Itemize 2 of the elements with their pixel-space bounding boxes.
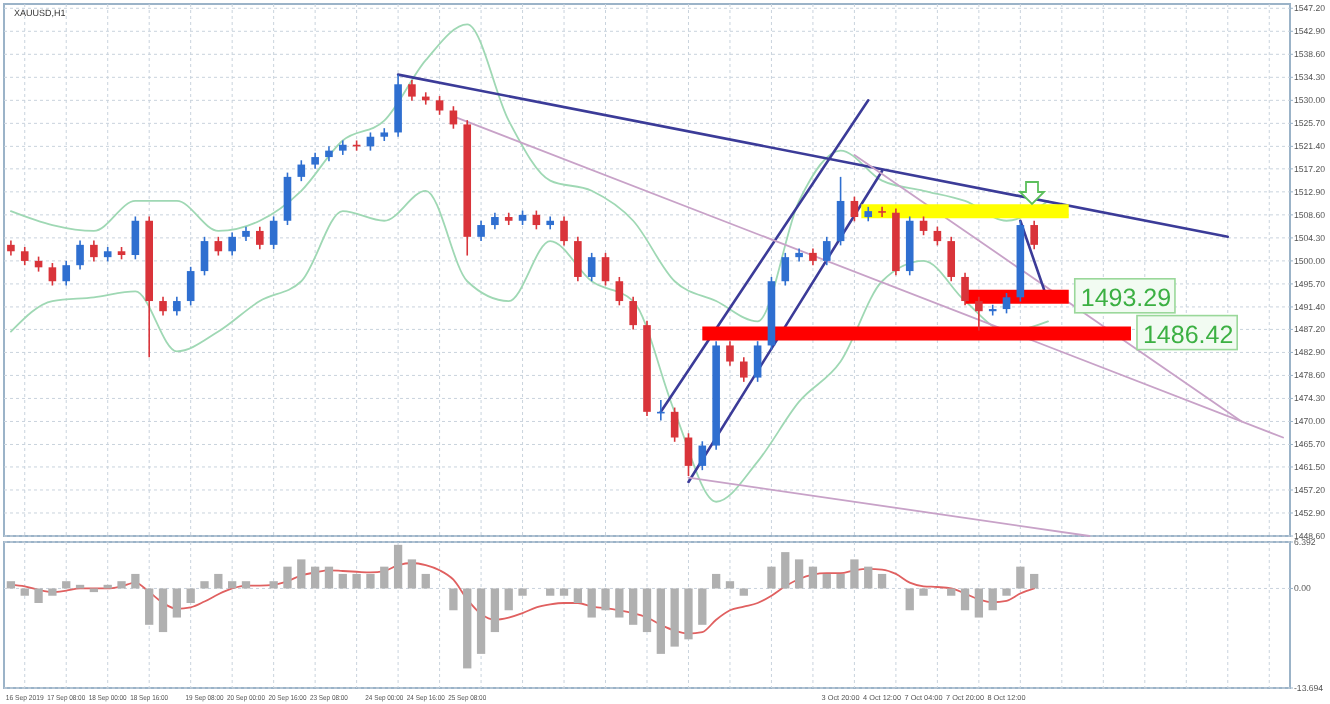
ref-line-label: 1493.29 (1080, 283, 1172, 312)
ref-line-label: 1486.42 (1142, 320, 1234, 349)
